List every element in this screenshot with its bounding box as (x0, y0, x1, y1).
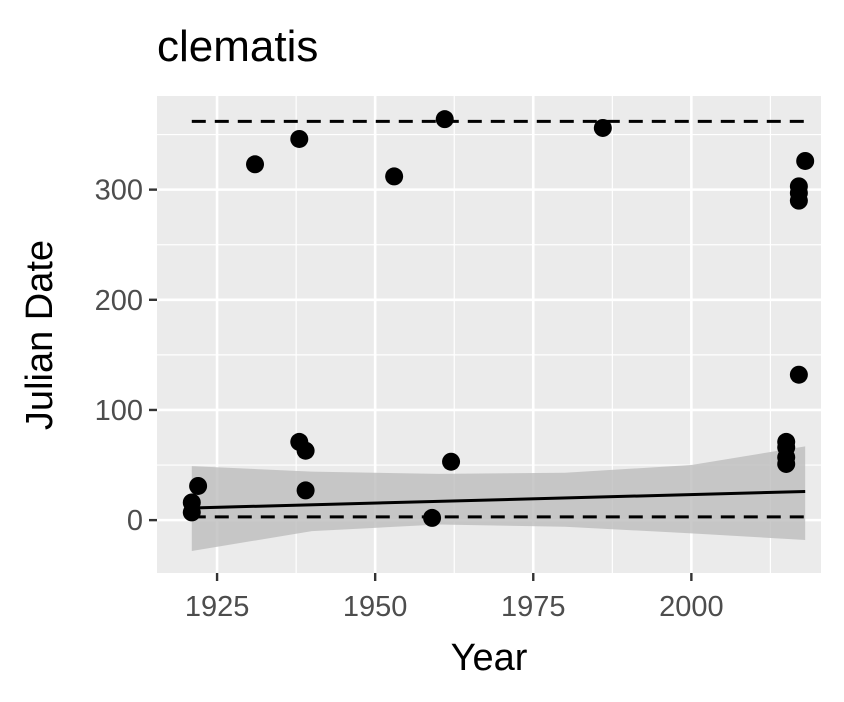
chart-title: clematis (157, 22, 318, 71)
y-axis: 0 100 200 300 (95, 175, 157, 537)
trend-line (191, 489, 806, 510)
data-point (246, 155, 265, 174)
data-point (789, 365, 808, 384)
grid-minor (157, 96, 821, 573)
x-axis: 1925 1950 1975 2000 (185, 573, 724, 623)
data-point (423, 508, 442, 527)
x-axis-title: Year (451, 637, 528, 679)
data-point (777, 454, 796, 473)
data-point (789, 191, 808, 210)
x-tick-label: 1925 (185, 591, 250, 623)
data-point (296, 441, 315, 460)
data-point (296, 481, 315, 500)
points-layer (182, 110, 815, 527)
plot-panel (157, 96, 821, 573)
y-tick-label: 100 (95, 395, 143, 427)
data-point (435, 110, 454, 129)
y-tick-label: 300 (95, 175, 143, 207)
data-point (796, 151, 815, 170)
y-axis-title: Julian Date (19, 240, 61, 430)
data-point (290, 129, 309, 148)
x-tick-label: 1950 (343, 591, 408, 623)
data-point (189, 476, 208, 495)
data-point (593, 118, 612, 137)
data-point (442, 452, 461, 471)
y-tick-label: 0 (127, 505, 143, 537)
data-point (385, 167, 404, 186)
x-tick-label: 1975 (501, 591, 566, 623)
y-tick-label: 200 (95, 285, 143, 317)
line-layer (191, 119, 806, 519)
x-tick-label: 2000 (659, 591, 724, 623)
data-point (182, 503, 201, 522)
